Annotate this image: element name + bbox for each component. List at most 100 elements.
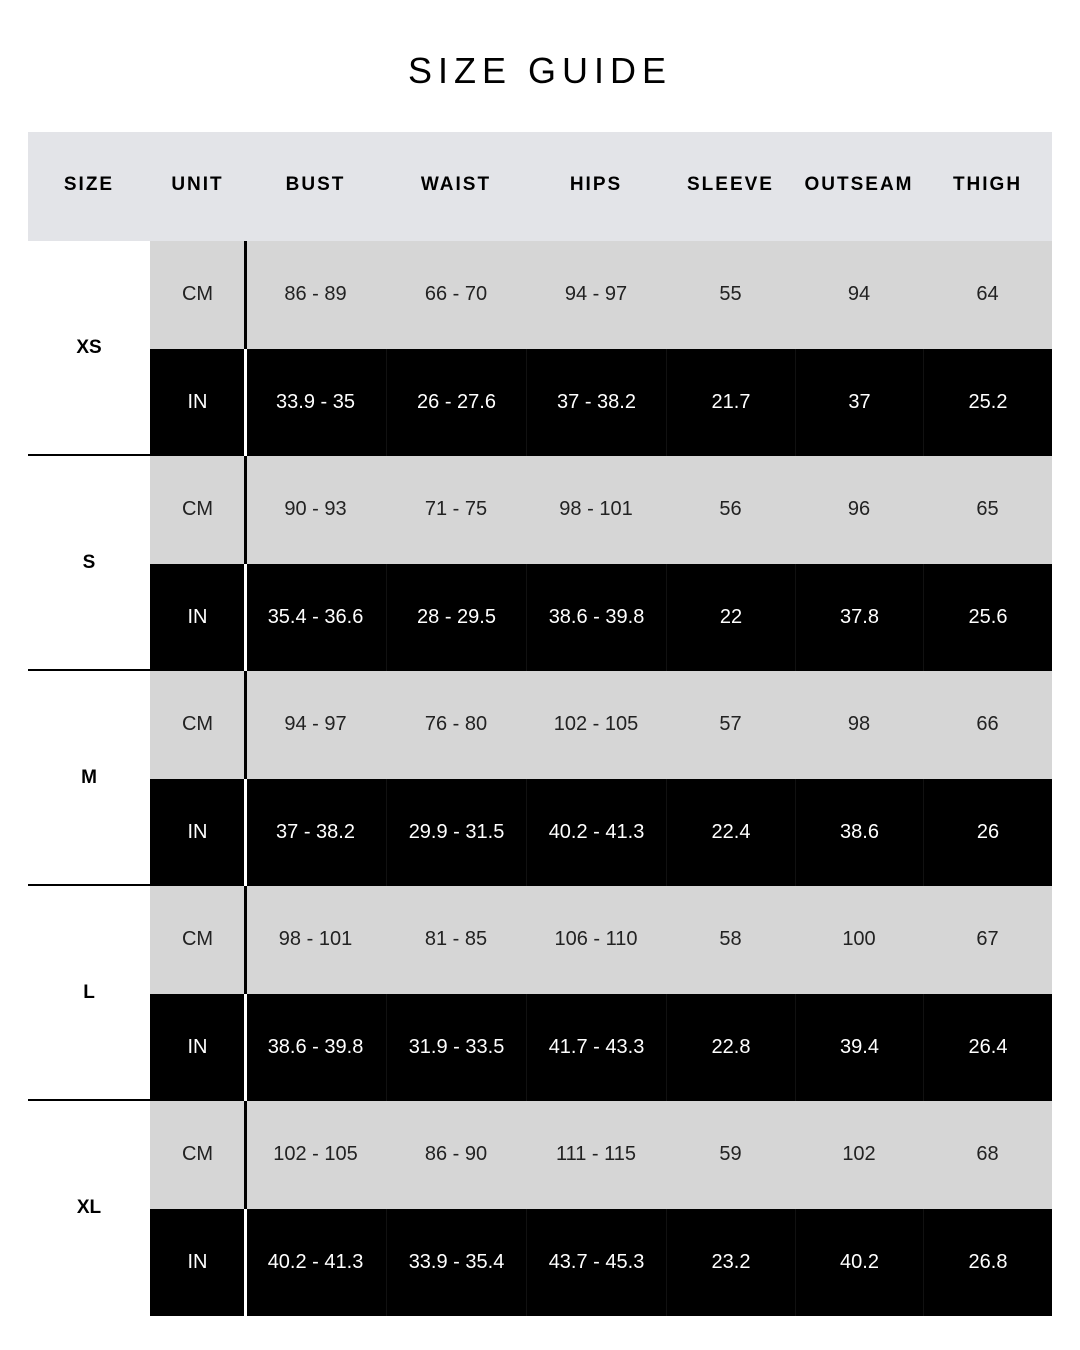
cell-hips: 106 - 110 (554, 928, 638, 951)
cell-sleeve: 56 (719, 498, 742, 521)
cell-waist: 26 - 27.6 (386, 348, 526, 456)
unit-cell: IN (187, 1250, 208, 1273)
cell-hips: 94 - 97 (564, 283, 628, 306)
group-divider (28, 884, 150, 886)
page-title: SIZE GUIDE (407, 50, 673, 91)
unit-cell: IN (187, 1035, 208, 1058)
cell-thigh: 25.6 (923, 563, 1052, 671)
cell-sleeve: 23.2 (666, 1208, 795, 1316)
cell-outseam: 37.8 (795, 563, 923, 671)
cell-sleeve: 59 (719, 1143, 742, 1166)
cell-sleeve: 22.8 (666, 993, 795, 1101)
table-row-xs-cm: CM 86 - 89 66 - 70 94 - 97 55 94 64 (150, 241, 1052, 349)
cell-waist: 28 - 29.5 (386, 563, 526, 671)
column-header-thigh: THIGH (952, 174, 1023, 195)
cell-hips: 43.7 - 45.3 (526, 1208, 666, 1316)
cell-bust: 40.2 - 41.3 (267, 1250, 364, 1273)
table-row-xl-cm: CM 102 - 105 86 - 90 111 - 115 59 102 68 (150, 1101, 1052, 1209)
column-header-size: SIZE (63, 174, 115, 195)
unit-cell: CM (181, 498, 214, 521)
unit-divider (244, 886, 247, 994)
unit-divider (244, 671, 247, 779)
cell-bust: 98 - 101 (278, 928, 353, 951)
unit-divider (244, 1101, 247, 1209)
table-row-l-in: IN 38.6 - 39.8 31.9 - 33.5 41.7 - 43.3 22.8 3… (150, 993, 1052, 1101)
cell-hips: 40.2 - 41.3 (526, 778, 666, 886)
group-divider (28, 454, 150, 456)
table-row-m-cm: CM 94 - 97 76 - 80 102 - 105 57 98 66 (150, 671, 1052, 779)
unit-divider (244, 563, 247, 671)
cell-sleeve: 57 (719, 713, 742, 736)
unit-divider (244, 778, 247, 886)
size-label: L (83, 981, 95, 1003)
column-header-hips: HIPS (569, 174, 623, 195)
cell-thigh: 26.4 (923, 993, 1052, 1101)
table-row-xs-in: IN 33.9 - 35 26 - 27.6 37 - 38.2 21.7 37 25.2 (150, 348, 1052, 456)
cell-outseam: 39.4 (795, 993, 923, 1101)
table-row-s-cm: CM 90 - 93 71 - 75 98 - 101 56 96 65 (150, 456, 1052, 564)
cell-waist: 33.9 - 35.4 (386, 1208, 526, 1316)
cell-hips: 38.6 - 39.8 (526, 563, 666, 671)
cell-outseam: 40.2 (795, 1208, 923, 1316)
cell-outseam: 100 (842, 928, 876, 951)
column-header-bust: BUST (285, 174, 346, 195)
cell-bust: 86 - 89 (284, 283, 347, 306)
column-header-sleeve: SLEEVE (687, 174, 774, 195)
table-row-s-in: IN 35.4 - 36.6 28 - 29.5 38.6 - 39.8 22 37.8 2… (150, 563, 1052, 671)
cell-bust: 35.4 - 36.6 (267, 605, 364, 628)
cell-outseam: 98 (847, 713, 871, 736)
cell-waist: 71 - 75 (424, 498, 488, 521)
cell-waist: 81 - 85 (424, 928, 488, 951)
column-header-unit: UNIT (171, 174, 224, 195)
unit-cell: CM (181, 928, 214, 951)
cell-thigh: 26.8 (923, 1208, 1052, 1316)
cell-bust: 38.6 - 39.8 (267, 1035, 364, 1058)
cell-thigh: 25.2 (923, 348, 1052, 456)
cell-sleeve: 55 (719, 283, 742, 306)
cell-outseam: 37 (795, 348, 923, 456)
cell-bust: 37 - 38.2 (276, 820, 355, 843)
size-label: M (81, 766, 97, 788)
unit-divider (244, 456, 247, 564)
cell-waist: 76 - 80 (424, 713, 488, 736)
cell-bust: 90 - 93 (284, 498, 347, 521)
cell-thigh: 65 (976, 498, 999, 521)
cell-sleeve: 22 (666, 563, 795, 671)
cell-waist: 29.9 - 31.5 (386, 778, 526, 886)
unit-divider (244, 348, 247, 456)
cell-thigh: 68 (976, 1143, 999, 1166)
table-row-m-in: IN 37 - 38.2 29.9 - 31.5 40.2 - 41.3 22.4 38.… (150, 778, 1052, 886)
size-label: S (82, 551, 96, 573)
group-divider (28, 1099, 150, 1101)
group-divider (28, 669, 150, 671)
cell-outseam: 102 (842, 1143, 876, 1166)
table-header: SIZE UNIT BUST WAIST HIPS SLEEVE OUTSEAM THIGH (28, 132, 1052, 241)
unit-divider (244, 1208, 247, 1316)
size-label: XL (76, 1196, 102, 1218)
table-row-l-cm: CM 98 - 101 81 - 85 106 - 110 58 100 67 (150, 886, 1052, 994)
unit-divider (244, 241, 247, 349)
table-row-xl-in: IN 40.2 - 41.3 33.9 - 35.4 43.7 - 45.3 23.2 4… (150, 1208, 1052, 1316)
cell-outseam: 96 (847, 498, 871, 521)
cell-waist: 66 - 70 (424, 283, 488, 306)
cell-hips: 102 - 105 (553, 713, 639, 736)
size-label: XS (76, 336, 102, 358)
unit-cell: IN (187, 820, 208, 843)
cell-thigh: 66 (976, 713, 999, 736)
cell-thigh: 67 (976, 928, 999, 951)
unit-cell: CM (181, 713, 214, 736)
cell-hips: 37 - 38.2 (526, 348, 666, 456)
column-header-outseam: OUTSEAM (804, 174, 914, 195)
cell-hips: 111 - 115 (555, 1143, 637, 1166)
unit-cell: IN (187, 390, 208, 413)
unit-divider (244, 993, 247, 1101)
unit-cell: CM (181, 1143, 214, 1166)
unit-cell: IN (187, 605, 208, 628)
cell-sleeve: 22.4 (666, 778, 795, 886)
cell-outseam: 38.6 (795, 778, 923, 886)
cell-hips: 41.7 - 43.3 (526, 993, 666, 1101)
cell-waist: 31.9 - 33.5 (386, 993, 526, 1101)
cell-hips: 98 - 101 (559, 498, 633, 521)
cell-thigh: 64 (976, 283, 999, 306)
cell-bust: 94 - 97 (284, 713, 347, 736)
